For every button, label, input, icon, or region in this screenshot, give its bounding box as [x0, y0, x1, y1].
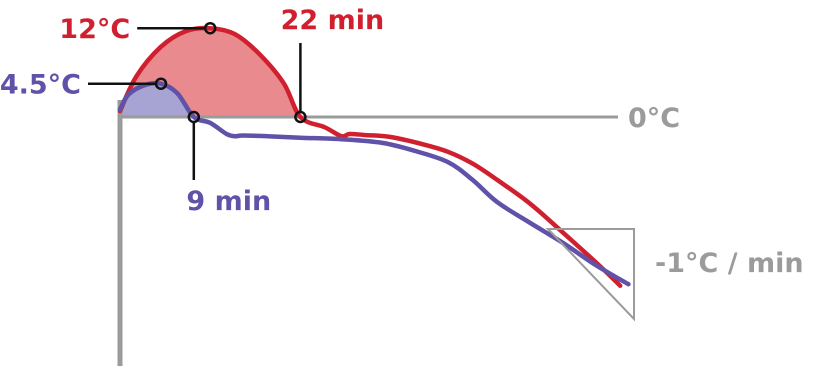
- annotation-point: [154, 77, 168, 90]
- annotation-point: [187, 110, 201, 124]
- crossing-label-blue: 9 min: [186, 186, 271, 217]
- annotation-point: [294, 110, 307, 124]
- zero-reference-label: 0°C: [628, 103, 680, 134]
- series-1-line: [117, 80, 631, 287]
- crossing-label-red: 22 min: [281, 5, 385, 36]
- slope-label: -1°C / min: [655, 248, 804, 279]
- peak-label-red: 12°C: [59, 14, 130, 45]
- annotation-point: [203, 21, 217, 35]
- annotation-leaders: [88, 26, 302, 180]
- peak-label-blue: 4.5°C: [0, 70, 81, 101]
- slope-triangle: [545, 228, 635, 322]
- annotation-markers: [154, 21, 307, 124]
